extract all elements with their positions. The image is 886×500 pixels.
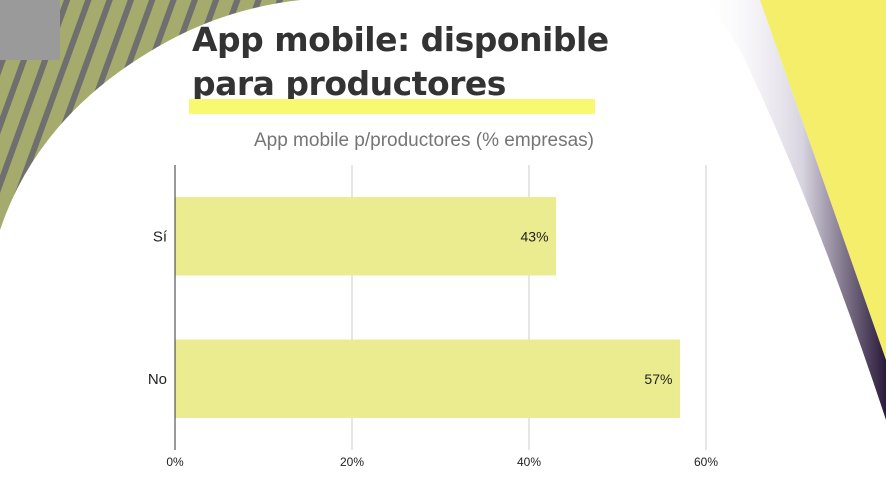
slide-title: App mobile: disponible para productores xyxy=(192,18,652,106)
bar xyxy=(175,197,557,276)
chart-title: App mobile p/productores (% empresas) xyxy=(253,130,595,151)
slide-title-line-2: para productores xyxy=(192,64,506,103)
category-label: No xyxy=(148,371,167,388)
bar-value-label: 57% xyxy=(644,371,672,387)
bar-chart: 0% 20% 40% 60% 43% Sí 57% No xyxy=(148,165,718,469)
category-label: Sí xyxy=(153,228,168,245)
bar-value-label: 43% xyxy=(521,228,549,244)
x-tick-label: 0% xyxy=(166,455,184,469)
x-tick-label: 60% xyxy=(694,455,718,469)
x-tick-label: 40% xyxy=(517,455,541,469)
title-highlight-bar xyxy=(189,99,595,114)
slide-title-line-1: App mobile: disponible xyxy=(192,20,609,59)
bar xyxy=(175,339,680,418)
page-curl-decoration xyxy=(700,0,886,420)
x-tick-label: 20% xyxy=(340,455,364,469)
